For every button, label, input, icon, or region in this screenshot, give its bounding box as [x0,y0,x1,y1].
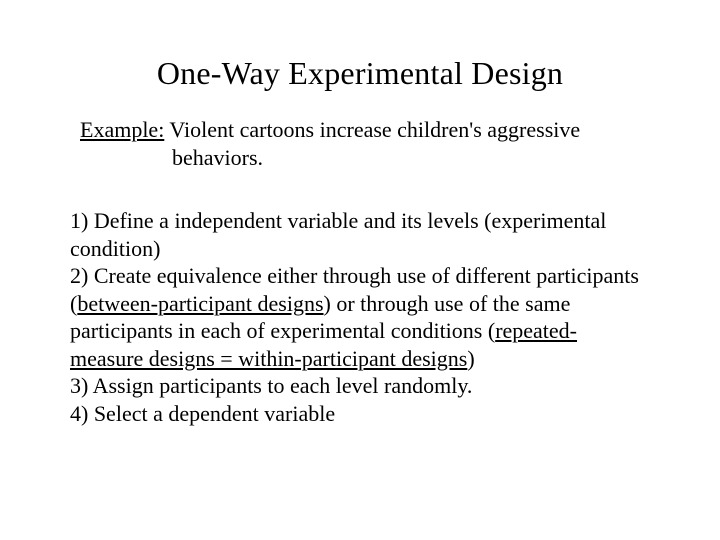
slide: One-Way Experimental Design Example: Vio… [0,0,720,540]
body-text: 1) Define a independent variable and its… [70,207,650,427]
example-line2: behaviors. [80,144,640,172]
point-1: 1) Define a independent variable and its… [70,207,650,262]
point-4: 4) Select a dependent variable [70,400,650,428]
slide-title: One-Way Experimental Design [0,0,720,110]
p2-c: ) [467,346,474,371]
point-3: 3) Assign participants to each level ran… [70,372,650,400]
example-box: Example: Violent cartoons increase child… [70,110,650,179]
p2-underline-1: between-participant designs [77,291,323,316]
example-line1: Violent cartoons increase children's agg… [164,117,580,142]
example-label: Example: [80,117,164,142]
point-2: 2) Create equivalence either through use… [70,262,650,372]
